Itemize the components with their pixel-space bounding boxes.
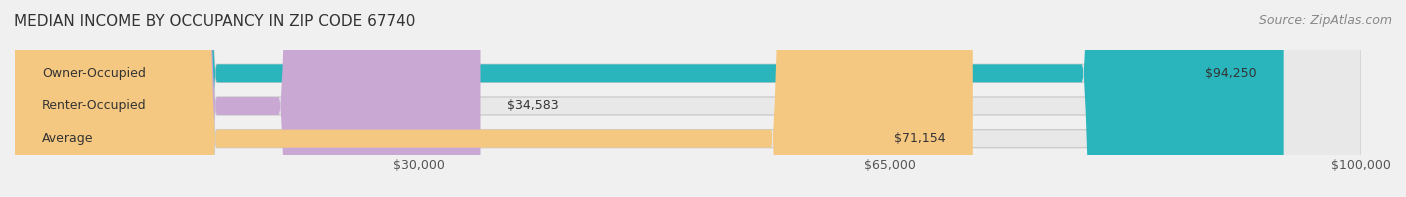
Text: Owner-Occupied: Owner-Occupied bbox=[42, 67, 146, 80]
FancyBboxPatch shape bbox=[15, 0, 481, 197]
Text: $71,154: $71,154 bbox=[894, 132, 946, 145]
Text: Average: Average bbox=[42, 132, 93, 145]
Text: Source: ZipAtlas.com: Source: ZipAtlas.com bbox=[1258, 14, 1392, 27]
Text: $94,250: $94,250 bbox=[1205, 67, 1257, 80]
Text: Renter-Occupied: Renter-Occupied bbox=[42, 99, 146, 112]
FancyBboxPatch shape bbox=[15, 0, 973, 197]
FancyBboxPatch shape bbox=[15, 0, 1284, 197]
FancyBboxPatch shape bbox=[15, 0, 1361, 197]
Text: $34,583: $34,583 bbox=[508, 99, 560, 112]
FancyBboxPatch shape bbox=[15, 0, 1361, 197]
Text: MEDIAN INCOME BY OCCUPANCY IN ZIP CODE 67740: MEDIAN INCOME BY OCCUPANCY IN ZIP CODE 6… bbox=[14, 14, 415, 29]
FancyBboxPatch shape bbox=[15, 0, 1361, 197]
